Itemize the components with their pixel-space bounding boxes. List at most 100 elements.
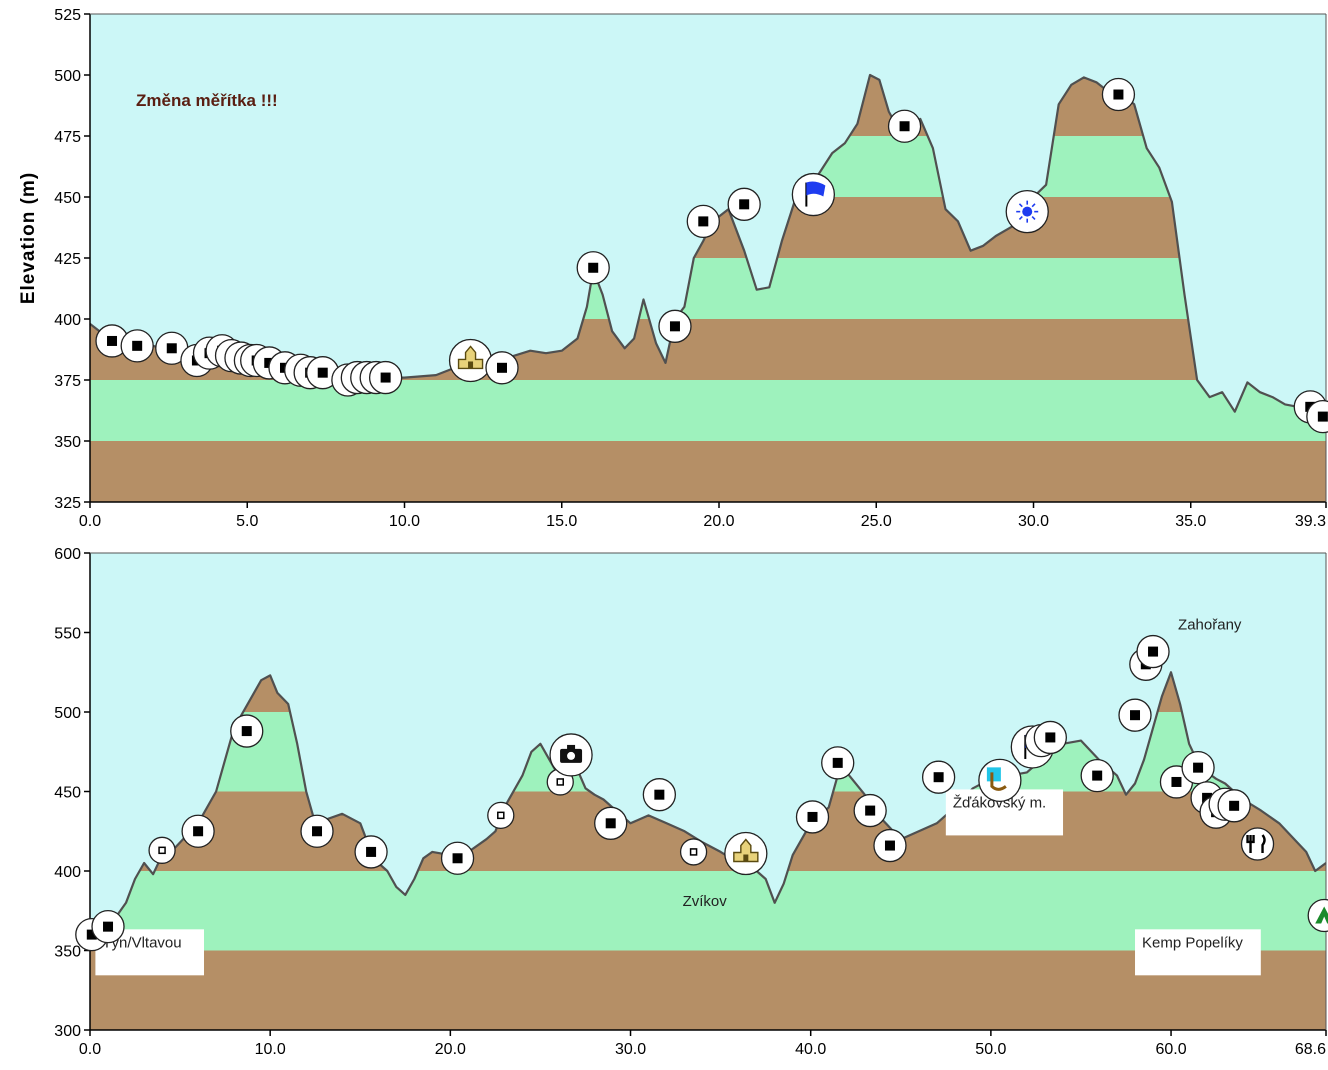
poi-dot-icon (739, 199, 750, 210)
poi-marker (853, 793, 887, 828)
y-tick-label: 500 (54, 705, 81, 722)
x-tick-label: 10.0 (255, 1041, 286, 1058)
poi-marker (440, 841, 475, 875)
camera-lens (567, 751, 576, 760)
poi-marker (230, 714, 264, 748)
poi-dot-icon (1045, 732, 1056, 743)
poi-dot-icon (1130, 710, 1141, 721)
poi-dot-icon (605, 818, 616, 829)
x-tick-label: 30.0 (1018, 513, 1049, 530)
poi-dot-icon (865, 805, 876, 816)
poi-marker (576, 251, 610, 285)
poi-marker (594, 806, 628, 840)
marker-circle (1240, 827, 1275, 861)
poi-dot-icon (312, 826, 323, 837)
marker-circle (148, 836, 176, 864)
y-tick-label: 300 (54, 1023, 81, 1040)
y-tick-label: 500 (54, 68, 81, 85)
poi-marker (724, 831, 768, 876)
poi-dot-icon (933, 772, 944, 783)
x-tick-label: 40.0 (795, 1041, 826, 1058)
x-tick-label: 35.0 (1175, 513, 1206, 530)
poi-dot-icon (588, 262, 599, 273)
poi-small-icon (497, 811, 505, 820)
y-tick-label: 450 (54, 785, 81, 802)
castle-door (743, 854, 749, 862)
camp-door (1321, 916, 1328, 924)
poi-dot-icon (1317, 411, 1328, 422)
poi-marker (448, 338, 493, 383)
elevation-band (90, 441, 1326, 502)
place-name: Kemp Popelíky (1142, 934, 1243, 951)
flag-icon (806, 181, 826, 197)
place-name: Žďákovský m. (953, 794, 1046, 811)
camera-top (567, 744, 576, 750)
poi-dot-icon (884, 840, 895, 851)
poi-marker (300, 814, 334, 848)
poi-marker (1080, 758, 1114, 793)
sun-ray (1018, 203, 1023, 208)
poi-dot-icon (1202, 792, 1213, 803)
y-tick-label: 400 (54, 312, 81, 329)
y-tick-label: 450 (54, 190, 81, 207)
poi-marker (1240, 827, 1275, 861)
place-name: Zvíkov (683, 893, 728, 910)
elevation-panel-1: 325 350 375 400 425 450 475 500 525 0.0 5.0 10.0 15.… (18, 7, 1328, 530)
poi-dot-icon (899, 121, 910, 132)
y-tick-label: 600 (54, 546, 81, 563)
y-tick-label: 550 (54, 626, 81, 643)
castle-icon (733, 838, 759, 863)
y-tick-label: 350 (54, 944, 81, 961)
elevation-band (90, 950, 1326, 1030)
poi-dot-icon (452, 853, 463, 864)
poi-marker (1307, 898, 1328, 933)
poi-dot-icon (1113, 89, 1124, 100)
poi-marker (148, 836, 176, 864)
place-label: Zvíkov (683, 893, 728, 910)
poi-marker (727, 187, 761, 221)
poi-dot-icon (807, 811, 818, 822)
place-label: Zahořany (1178, 616, 1242, 633)
poi-dot-icon (698, 216, 709, 227)
poi-marker (485, 351, 519, 385)
elevation-band (90, 380, 1326, 441)
poi-dot-icon (1092, 770, 1103, 781)
poi-marker (887, 109, 922, 143)
x-tick-label: 0.0 (79, 513, 101, 530)
y-tick-label: 525 (54, 7, 81, 24)
poi-marker (642, 778, 677, 812)
place-label: Žďákovský m. (945, 789, 1064, 836)
place-name: Týn/Vltavou (102, 934, 181, 951)
poi-marker (791, 172, 836, 217)
restaurant-icon (1246, 834, 1266, 853)
poi-dot-icon (1171, 776, 1182, 787)
marker-circle (679, 838, 708, 866)
poi-marker (1118, 698, 1152, 732)
poi-dot-icon (366, 846, 377, 857)
swimmer-body (990, 772, 1007, 791)
poi-marker (368, 360, 403, 395)
poi-small-icon (689, 848, 698, 856)
poi-dot-icon (166, 343, 177, 354)
poi-marker (91, 910, 125, 944)
poi-small-icon (556, 778, 565, 786)
sun-icon (1022, 206, 1033, 217)
poi-dot-icon (241, 726, 252, 737)
x-tick-label: 10.0 (389, 513, 420, 530)
x-tick-label: 60.0 (1155, 1041, 1186, 1058)
scale-change-note: Změna měřítka !!! (136, 91, 278, 110)
poi-dot-icon (193, 826, 204, 837)
x-tick-label: 30.0 (615, 1041, 646, 1058)
x-tick-label: 50.0 (975, 1041, 1006, 1058)
castle-icon (457, 345, 484, 370)
x-tick-label: 68.6 (1295, 1041, 1326, 1058)
y-tick-label: 400 (54, 864, 81, 881)
sun-ray (1031, 203, 1036, 208)
poi-dot-icon (1193, 762, 1204, 773)
x-tick-label: 5.0 (236, 513, 258, 530)
poi-marker (658, 309, 692, 343)
y-tick-label: 375 (54, 373, 81, 390)
poi-dot-icon (103, 921, 114, 932)
poi-marker (549, 733, 593, 777)
